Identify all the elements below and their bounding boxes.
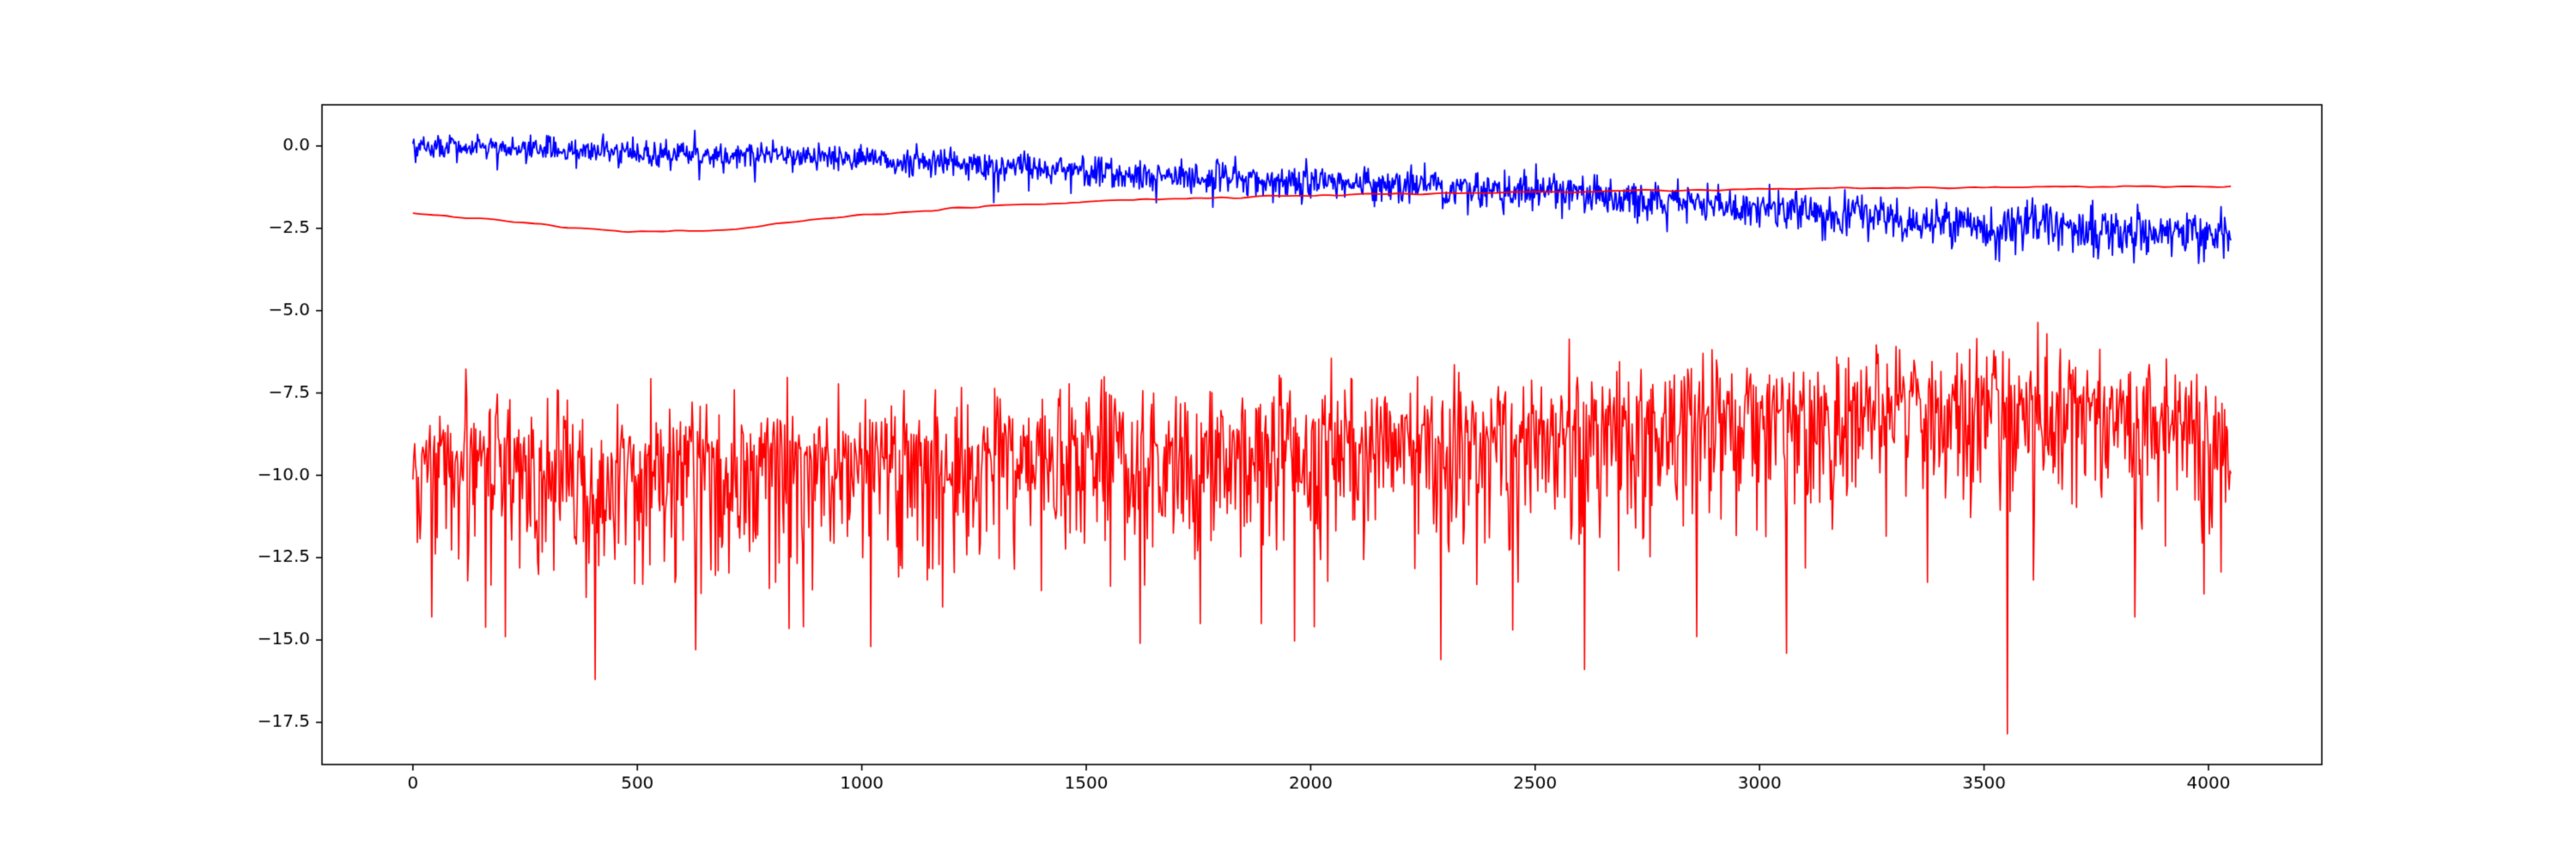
chart-canvas [0,0,2576,859]
matplotlib-figure [0,0,2576,859]
